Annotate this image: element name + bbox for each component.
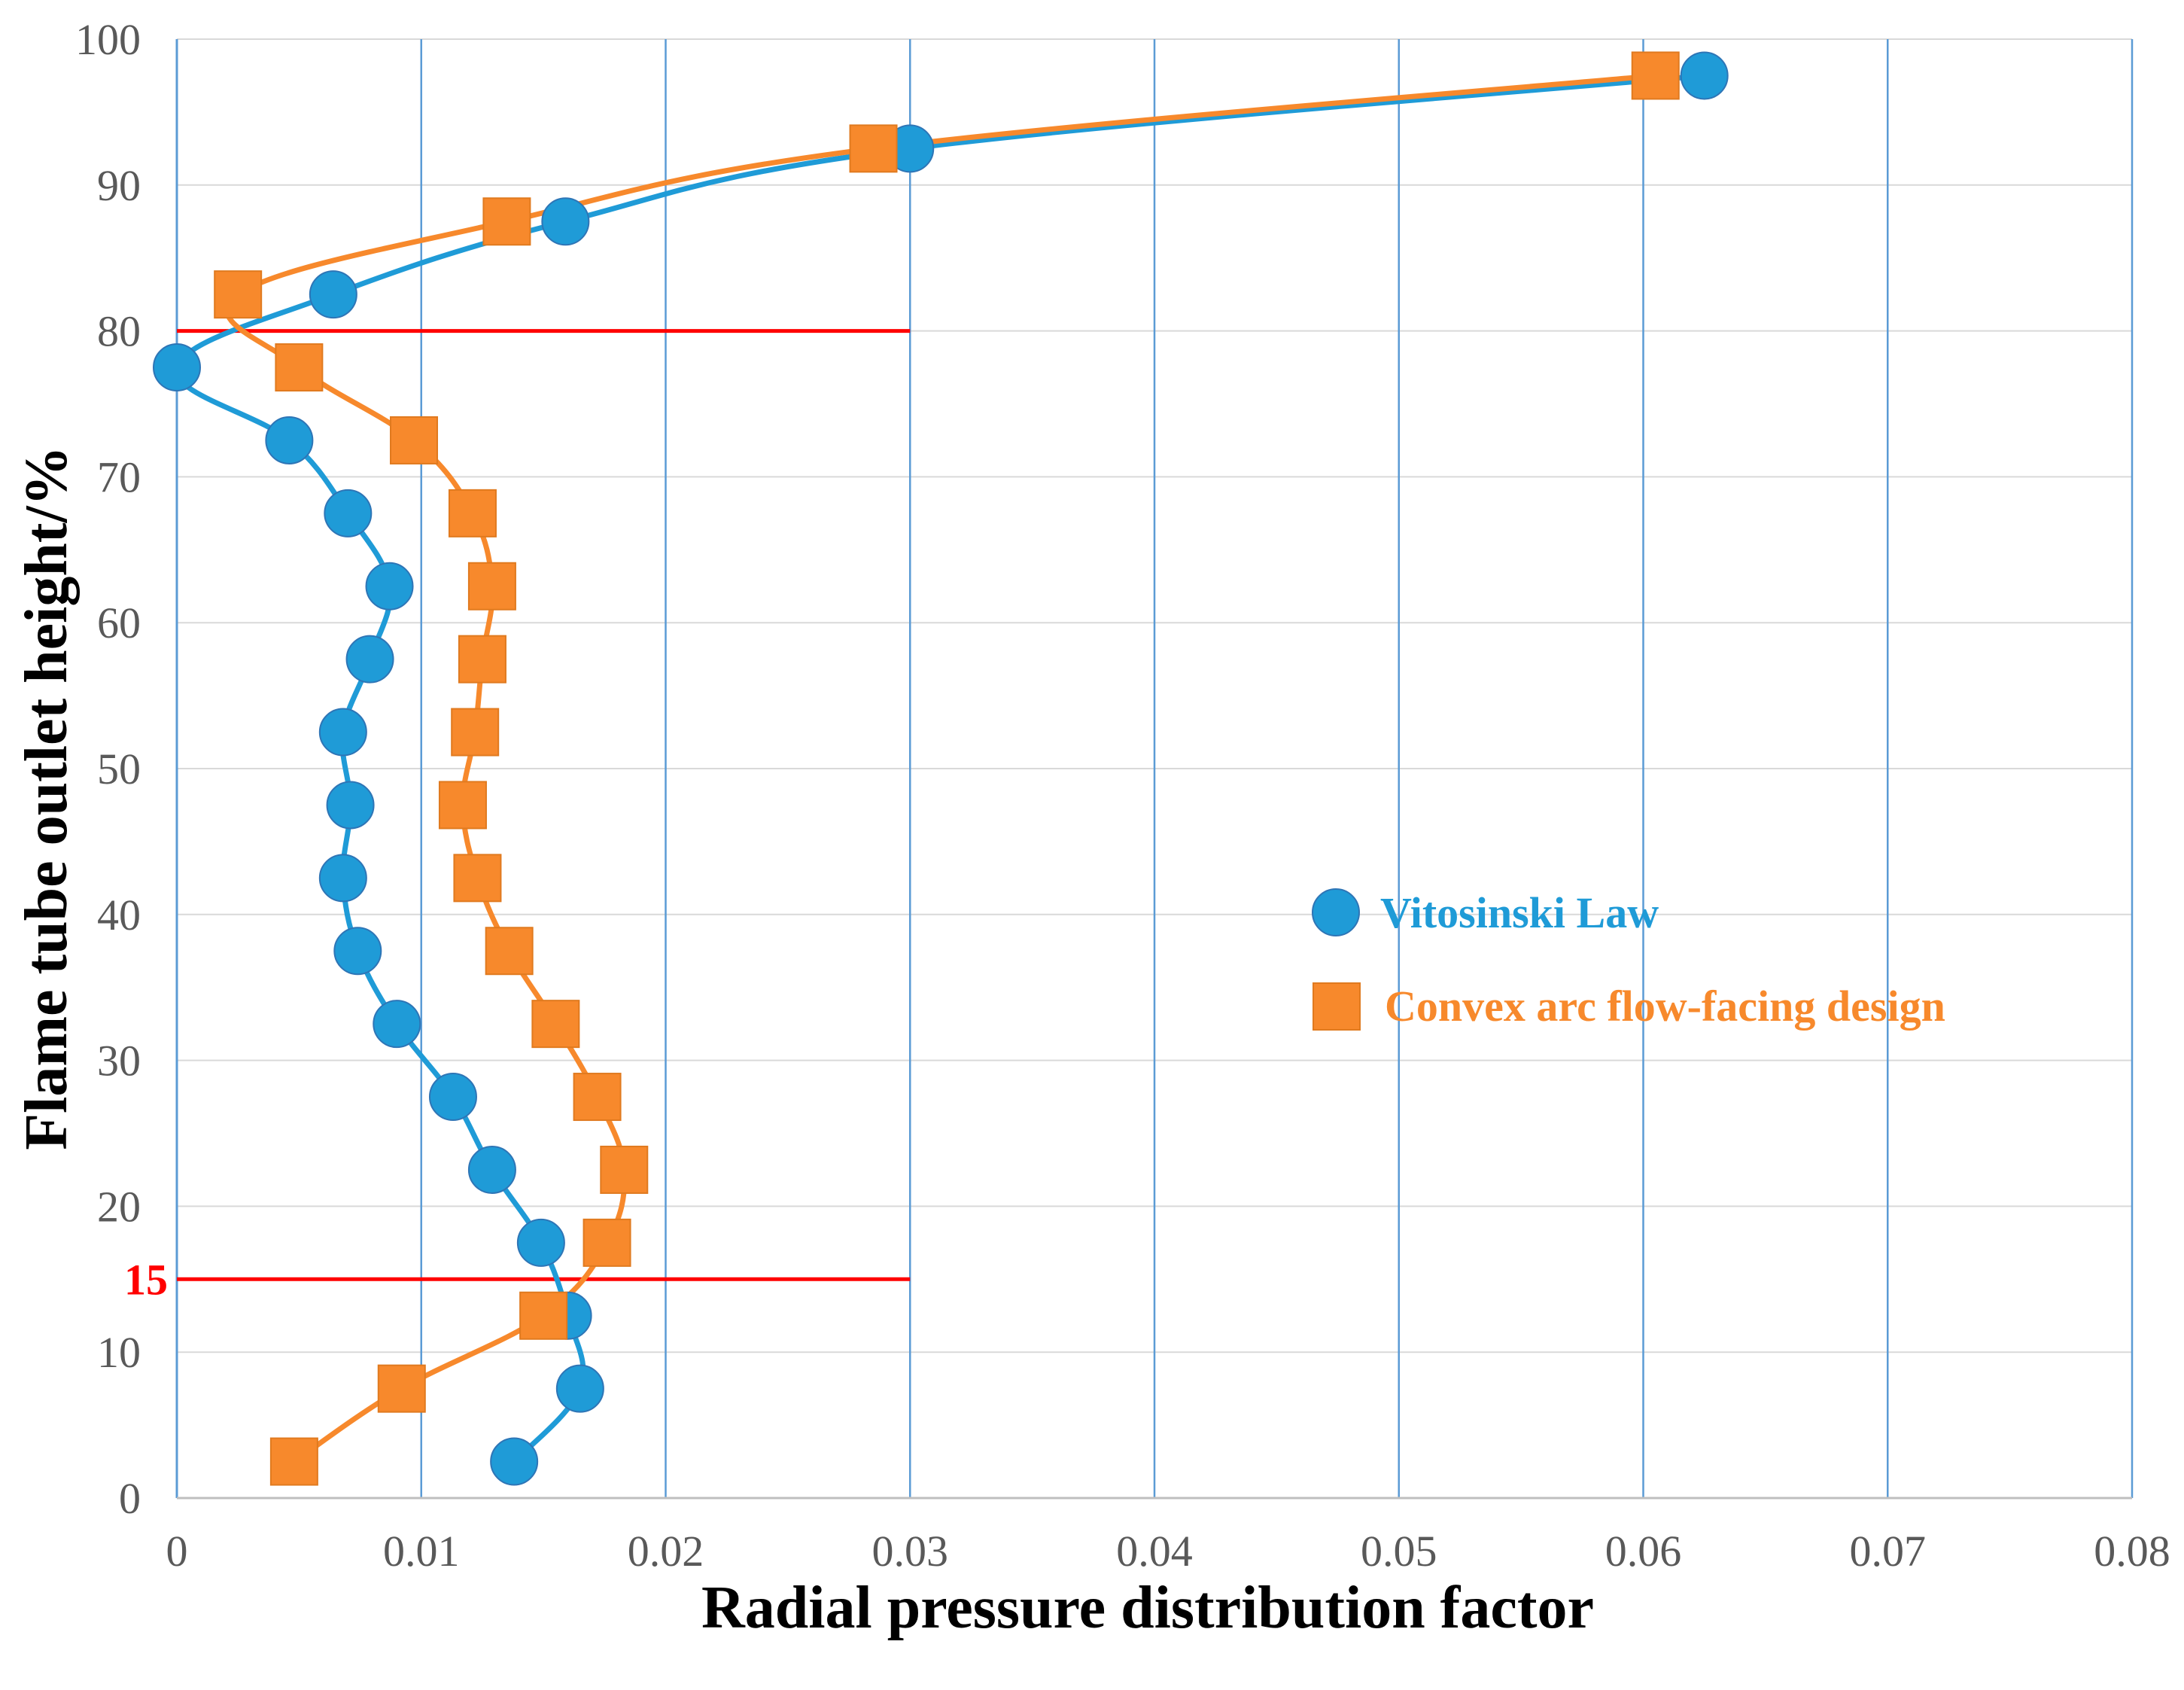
data-point-convex-arc: [269, 1437, 318, 1486]
data-point-convex-arc: [451, 708, 500, 757]
data-point-vitosinski: [467, 1145, 516, 1194]
data-point-convex-arc: [448, 489, 497, 537]
y-tick-label: 50: [97, 745, 141, 793]
legend-label-convex-arc: Convex arc flow-facing design: [1385, 982, 1945, 1031]
y-tick-label: 100: [75, 15, 141, 64]
y-tick-label: 90: [97, 161, 141, 210]
data-point-convex-arc: [467, 562, 516, 611]
data-point-convex-arc: [482, 197, 531, 246]
x-tick-label: 0: [166, 1527, 188, 1576]
x-axis-title: Radial pressure distribution factor: [701, 1575, 1594, 1641]
data-point-vitosinski: [326, 781, 375, 830]
legend-marker-convex-arc: [1313, 982, 1361, 1031]
data-point-convex-arc: [485, 927, 534, 976]
data-point-vitosinski: [490, 1437, 539, 1486]
x-tick-label: 0.06: [1605, 1527, 1682, 1576]
data-point-vitosinski: [1680, 51, 1729, 100]
data-point-vitosinski: [516, 1218, 565, 1267]
data-point-convex-arc: [214, 270, 263, 319]
y-tick-label: 30: [97, 1037, 141, 1086]
grid-layer: [177, 38, 2134, 1498]
data-point-vitosinski: [555, 1364, 604, 1413]
data-point-convex-arc: [390, 416, 439, 464]
y-tick-label: 20: [97, 1182, 141, 1231]
data-point-convex-arc: [573, 1073, 622, 1122]
legend-marker-vitosinski: [1312, 888, 1360, 936]
x-tick-label: 0.07: [1850, 1527, 1927, 1576]
data-point-convex-arc: [519, 1291, 568, 1340]
data-point-vitosinski: [541, 197, 590, 246]
data-point-vitosinski: [333, 927, 382, 976]
y-tick-label: 60: [97, 598, 141, 647]
tick-labels: 0 0.01 0.02 0.03 0.04 0.05 0.06 0.07 0.08 0 10 20 30…: [75, 15, 2170, 1576]
data-point-convex-arc: [377, 1364, 426, 1413]
y-tick-label: 10: [97, 1328, 141, 1377]
reference-line-label: 15: [124, 1255, 168, 1304]
y-tick-label: 80: [97, 307, 141, 356]
data-point-convex-arc: [583, 1218, 631, 1267]
x-tick-label: 0.02: [628, 1527, 704, 1576]
series-layer: [153, 51, 1729, 1486]
axis-layer: [175, 39, 2132, 1500]
legend: Vitosinski Law Convex arc flow-facing de…: [1312, 888, 1945, 1031]
data-point-vitosinski: [373, 1000, 421, 1049]
data-point-convex-arc: [458, 635, 506, 684]
data-point-vitosinski: [345, 635, 394, 684]
data-point-vitosinski: [153, 343, 201, 392]
x-tick-label: 0.05: [1361, 1527, 1437, 1576]
data-point-vitosinski: [428, 1073, 477, 1122]
data-point-convex-arc: [849, 124, 898, 173]
y-tick-label: 70: [97, 452, 141, 501]
data-point-convex-arc: [1631, 51, 1680, 100]
data-point-convex-arc: [531, 1000, 580, 1049]
legend-label-vitosinski: Vitosinski Law: [1380, 888, 1659, 937]
reference-lines: 15: [124, 329, 911, 1304]
x-tick-label: 0.01: [383, 1527, 460, 1576]
data-point-convex-arc: [438, 781, 487, 830]
data-point-vitosinski: [265, 416, 314, 464]
data-point-convex-arc: [453, 854, 502, 903]
data-point-vitosinski: [318, 708, 367, 757]
y-tick-label: 40: [97, 891, 141, 939]
x-tick-label: 0.08: [2094, 1527, 2170, 1576]
data-point-vitosinski: [365, 562, 414, 611]
data-point-vitosinski: [318, 854, 367, 903]
data-point-vitosinski: [324, 489, 373, 537]
data-point-convex-arc: [600, 1145, 649, 1194]
data-point-convex-arc: [275, 343, 324, 392]
data-point-vitosinski: [309, 270, 357, 319]
y-axis-title: Flame tube outlet height/%: [14, 446, 80, 1150]
x-tick-label: 0.04: [1116, 1527, 1193, 1576]
x-tick-label: 0.03: [872, 1527, 949, 1576]
y-tick-label: 0: [119, 1474, 141, 1523]
